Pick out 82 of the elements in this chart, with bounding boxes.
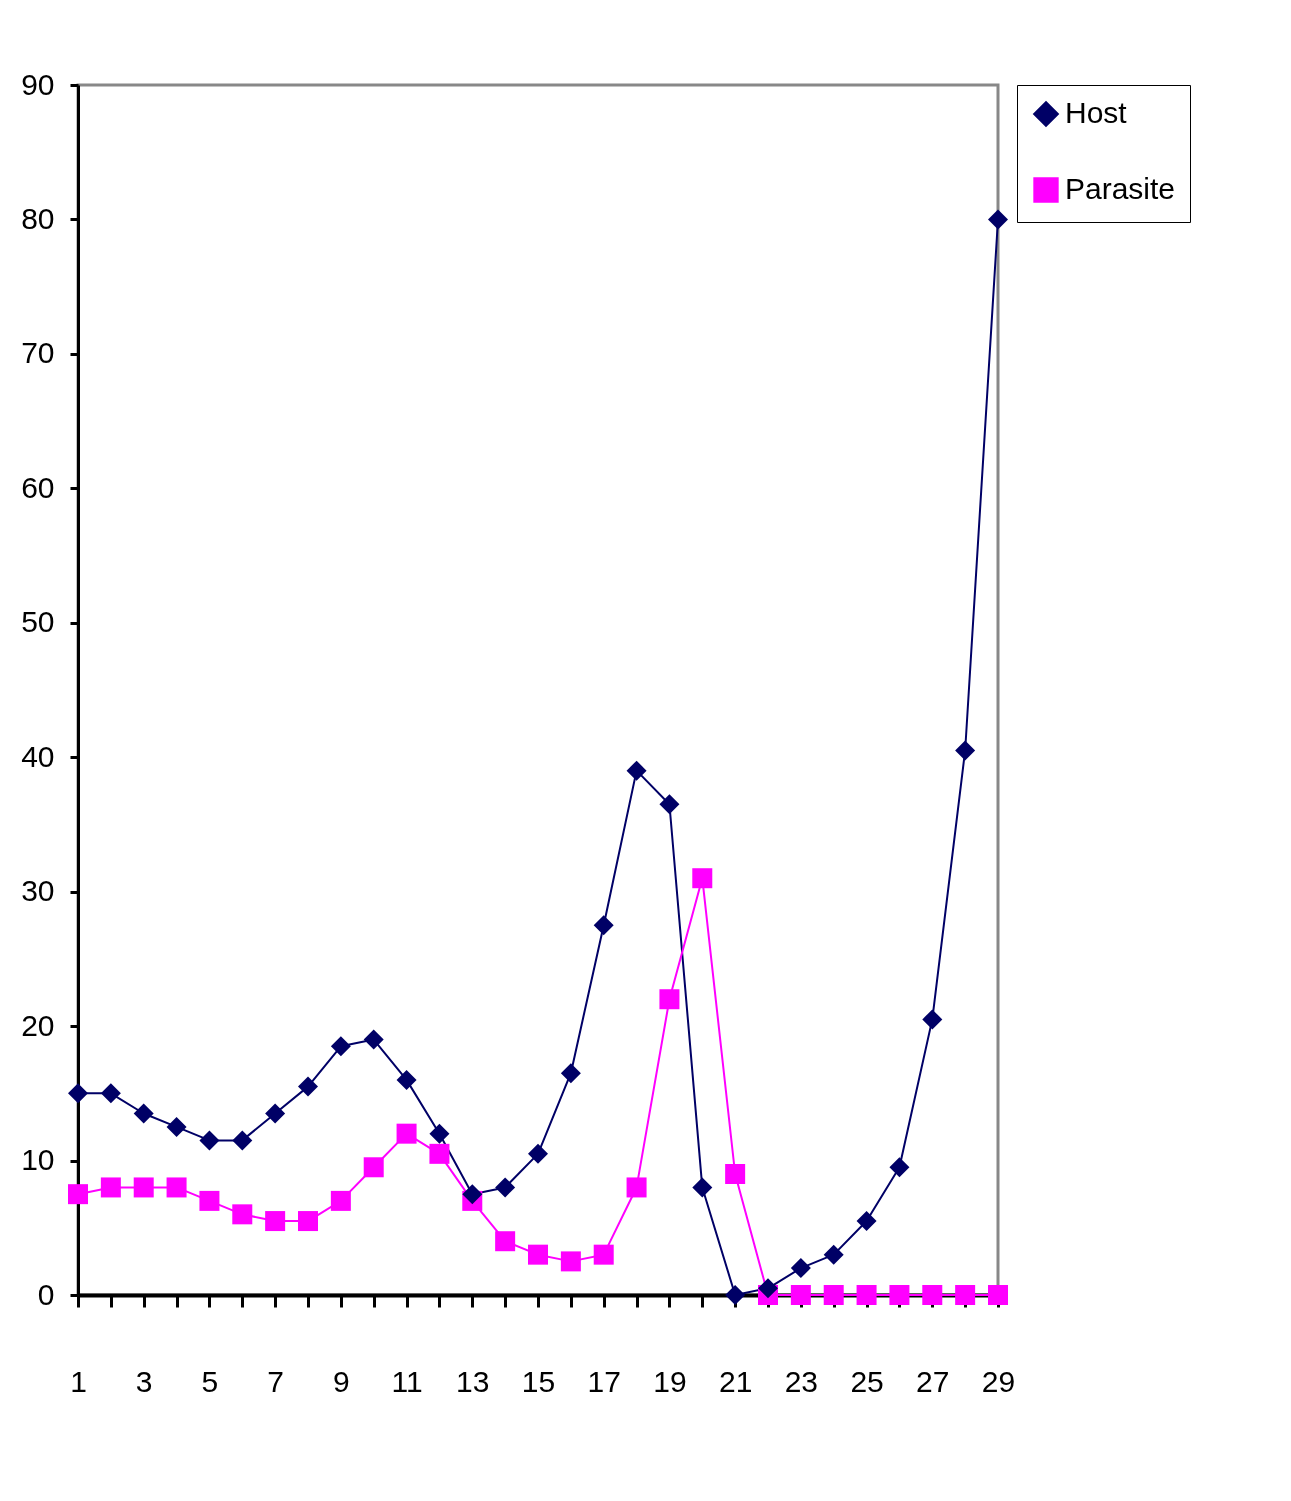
point bbox=[100, 1083, 121, 1104]
point bbox=[68, 1083, 88, 1104]
x-tick-label: 7 bbox=[267, 1364, 284, 1398]
point bbox=[199, 1130, 220, 1151]
x-tick-label: 11 bbox=[391, 1364, 423, 1398]
y-tick-label: 80 bbox=[21, 201, 55, 235]
point bbox=[232, 1130, 253, 1151]
point bbox=[396, 1069, 417, 1090]
y-tick-label: 40 bbox=[21, 739, 55, 773]
x-tick-label: 25 bbox=[850, 1364, 884, 1398]
point bbox=[790, 1285, 811, 1305]
point bbox=[330, 1190, 351, 1211]
point bbox=[889, 1285, 910, 1305]
y-tick-label: 0 bbox=[37, 1277, 55, 1311]
point bbox=[363, 1157, 384, 1178]
point bbox=[626, 1177, 647, 1198]
point bbox=[593, 915, 614, 936]
y-tick-label: 30 bbox=[21, 874, 55, 908]
point bbox=[429, 1143, 450, 1164]
x-tick-label: 23 bbox=[784, 1364, 819, 1398]
point bbox=[298, 1211, 318, 1232]
point bbox=[758, 1278, 778, 1299]
point bbox=[692, 1177, 713, 1198]
point bbox=[725, 1164, 746, 1184]
point bbox=[265, 1211, 286, 1232]
point bbox=[133, 1103, 154, 1124]
point bbox=[856, 1211, 877, 1232]
x-tick-label: 21 bbox=[718, 1364, 753, 1398]
legend-label: Host bbox=[1065, 96, 1128, 129]
point bbox=[659, 794, 680, 815]
point bbox=[659, 989, 680, 1010]
point bbox=[298, 1076, 318, 1097]
x-tick-label: 17 bbox=[587, 1364, 621, 1398]
x-tick-label: 5 bbox=[201, 1364, 219, 1398]
point bbox=[462, 1184, 483, 1205]
point bbox=[560, 1063, 581, 1084]
point bbox=[396, 1123, 417, 1144]
point bbox=[330, 1036, 351, 1057]
point bbox=[495, 1177, 516, 1198]
point bbox=[166, 1177, 187, 1198]
y-tick-label: 10 bbox=[21, 1143, 55, 1177]
point bbox=[889, 1157, 910, 1178]
point bbox=[100, 1177, 121, 1198]
point bbox=[856, 1285, 877, 1305]
point bbox=[988, 209, 1008, 230]
point bbox=[692, 868, 713, 889]
x-tick-label: 13 bbox=[456, 1364, 490, 1398]
point bbox=[922, 1285, 943, 1305]
point bbox=[955, 1285, 976, 1305]
point bbox=[133, 1177, 154, 1198]
point bbox=[528, 1244, 548, 1265]
point bbox=[725, 1285, 746, 1305]
y-tick-label: 20 bbox=[21, 1008, 55, 1042]
point bbox=[265, 1103, 286, 1124]
point bbox=[823, 1244, 844, 1265]
point bbox=[429, 1123, 450, 1144]
point bbox=[199, 1190, 220, 1211]
x-tick-label: 29 bbox=[981, 1364, 1016, 1398]
legend-label: Parasite bbox=[1065, 172, 1176, 205]
point bbox=[560, 1251, 581, 1272]
x-tick-label: 3 bbox=[135, 1364, 153, 1398]
point bbox=[68, 1184, 88, 1205]
x-tick-label: 19 bbox=[653, 1364, 687, 1398]
y-tick-label: 60 bbox=[21, 470, 55, 504]
x-tick-label: 15 bbox=[521, 1364, 556, 1398]
x-tick-label: 1 bbox=[70, 1364, 87, 1398]
x-tick-label: 27 bbox=[916, 1364, 950, 1398]
point bbox=[528, 1143, 548, 1164]
y-tick-label: 50 bbox=[21, 605, 55, 639]
point bbox=[232, 1204, 253, 1225]
y-tick-label: 70 bbox=[21, 336, 55, 370]
point bbox=[363, 1029, 384, 1050]
point bbox=[922, 1009, 943, 1030]
point bbox=[790, 1258, 811, 1279]
point bbox=[593, 1244, 614, 1265]
point bbox=[626, 760, 647, 781]
point bbox=[823, 1285, 844, 1305]
point bbox=[166, 1116, 187, 1137]
point bbox=[955, 740, 976, 761]
y-tick-label: 90 bbox=[21, 67, 55, 101]
x-tick-label: 9 bbox=[333, 1364, 350, 1398]
point bbox=[495, 1231, 516, 1252]
